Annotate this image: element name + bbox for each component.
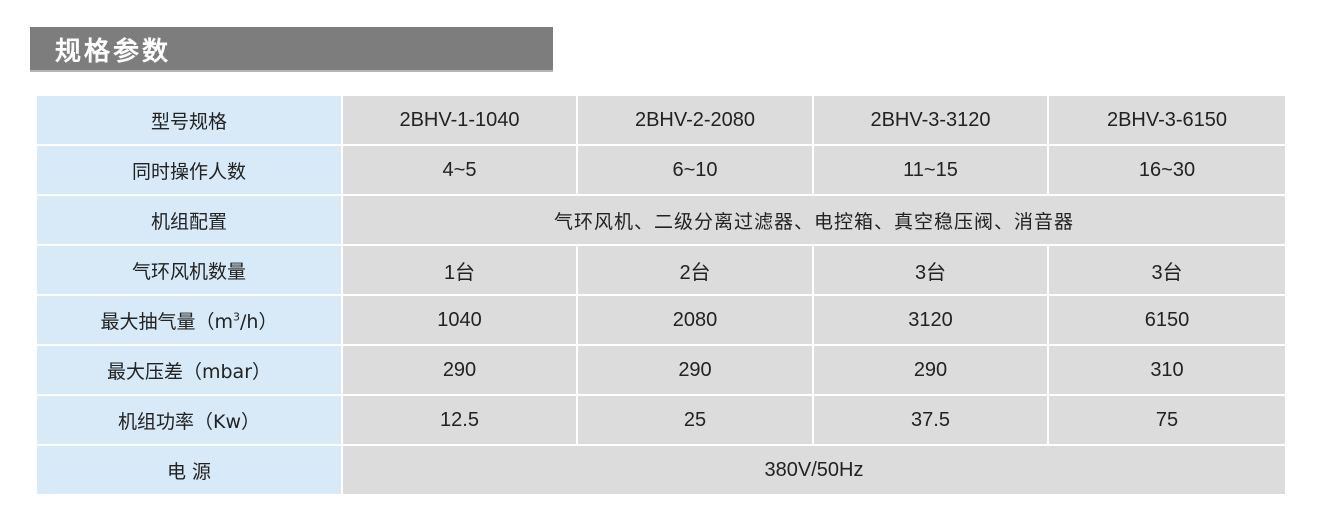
model-cell: 2BHV-3-6150 <box>1047 96 1285 146</box>
spec-table: 型号规格 2BHV-1-1040 2BHV-2-2080 2BHV-3-3120… <box>37 96 1285 494</box>
value-cell: 3120 <box>812 294 1049 346</box>
value-cell: 6~10 <box>576 144 814 196</box>
section-title-bar: 规格参数 <box>30 27 553 70</box>
table-row-operators: 同时操作人数 4~5 6~10 11~15 16~30 <box>37 144 1285 196</box>
row-label: 最大压差（mbar） <box>37 344 343 396</box>
model-cell: 2BHV-1-1040 <box>341 96 578 146</box>
value-cell-span: 气环风机、二级分离过滤器、电控箱、真空稳压阀、消音器 <box>341 194 1285 246</box>
table-row-power-supply: 电 源 380V/50Hz <box>37 444 1285 494</box>
model-cell: 2BHV-3-3120 <box>812 96 1049 146</box>
table-row-configuration: 机组配置 气环风机、二级分离过滤器、电控箱、真空稳压阀、消音器 <box>37 194 1285 246</box>
model-cell: 2BHV-2-2080 <box>576 96 814 146</box>
value-cell: 1台 <box>341 244 578 296</box>
section-title: 规格参数 <box>55 37 172 67</box>
row-label: 型号规格 <box>37 96 343 146</box>
row-label: 机组配置 <box>37 194 343 246</box>
row-label: 机组功率（Kw） <box>37 394 343 446</box>
row-label: 气环风机数量 <box>37 244 343 296</box>
value-cell: 290 <box>576 344 814 396</box>
value-cell: 290 <box>812 344 1049 396</box>
value-cell: 310 <box>1047 344 1285 396</box>
table-row-blower-count: 气环风机数量 1台 2台 3台 3台 <box>37 244 1285 296</box>
label-text: 最大抽气量（m <box>100 310 234 333</box>
label-superscript: 3 <box>233 310 241 324</box>
value-cell: 4~5 <box>341 144 578 196</box>
value-cell: 11~15 <box>812 144 1049 196</box>
label-text: /h） <box>240 310 278 333</box>
value-cell-span: 380V/50Hz <box>341 444 1285 494</box>
value-cell: 3台 <box>812 244 1049 296</box>
table-row-max-airflow: 最大抽气量（m3/h） 1040 2080 3120 6150 <box>37 294 1285 346</box>
value-cell: 6150 <box>1047 294 1285 346</box>
value-cell: 1040 <box>341 294 578 346</box>
value-cell: 25 <box>576 394 814 446</box>
value-cell: 37.5 <box>812 394 1049 446</box>
value-cell: 12.5 <box>341 394 578 446</box>
value-cell: 75 <box>1047 394 1285 446</box>
table-row-model: 型号规格 2BHV-1-1040 2BHV-2-2080 2BHV-3-3120… <box>37 96 1285 146</box>
value-cell: 2080 <box>576 294 814 346</box>
row-label: 同时操作人数 <box>37 144 343 196</box>
value-cell: 290 <box>341 344 578 396</box>
value-cell: 16~30 <box>1047 144 1285 196</box>
value-cell: 3台 <box>1047 244 1285 296</box>
table-row-power: 机组功率（Kw） 12.5 25 37.5 75 <box>37 394 1285 446</box>
table-row-max-pressure: 最大压差（mbar） 290 290 290 310 <box>37 344 1285 396</box>
row-label: 电 源 <box>37 444 343 494</box>
value-cell: 2台 <box>576 244 814 296</box>
row-label: 最大抽气量（m3/h） <box>37 294 343 346</box>
